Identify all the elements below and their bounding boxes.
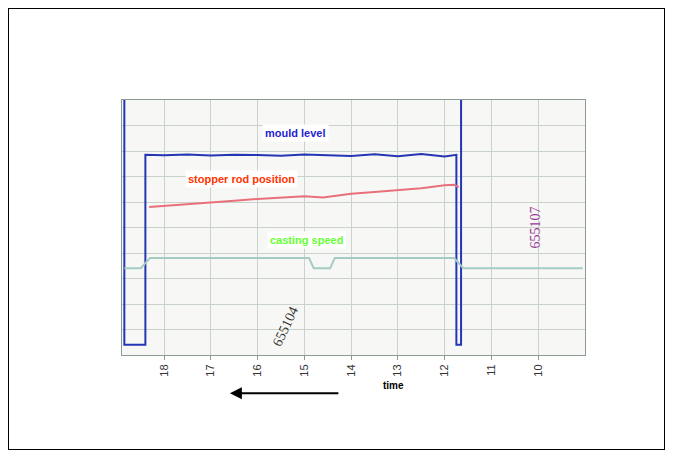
svg-text:14: 14 [345,364,357,376]
svg-text:17: 17 [204,364,216,376]
svg-text:casting speed: casting speed [270,234,343,246]
svg-text:12: 12 [438,364,450,376]
svg-text:13: 13 [392,364,404,376]
svg-text:10: 10 [532,364,544,376]
svg-text:655104: 655104 [270,304,301,348]
svg-text:stopper rod position: stopper rod position [188,173,295,185]
svg-text:655107: 655107 [528,206,543,248]
svg-text:16: 16 [251,364,263,376]
svg-text:mould level: mould level [265,127,326,139]
svg-text:18: 18 [158,364,170,376]
svg-text:time: time [383,380,404,391]
svg-text:11: 11 [485,364,497,375]
svg-text:15: 15 [298,364,310,376]
